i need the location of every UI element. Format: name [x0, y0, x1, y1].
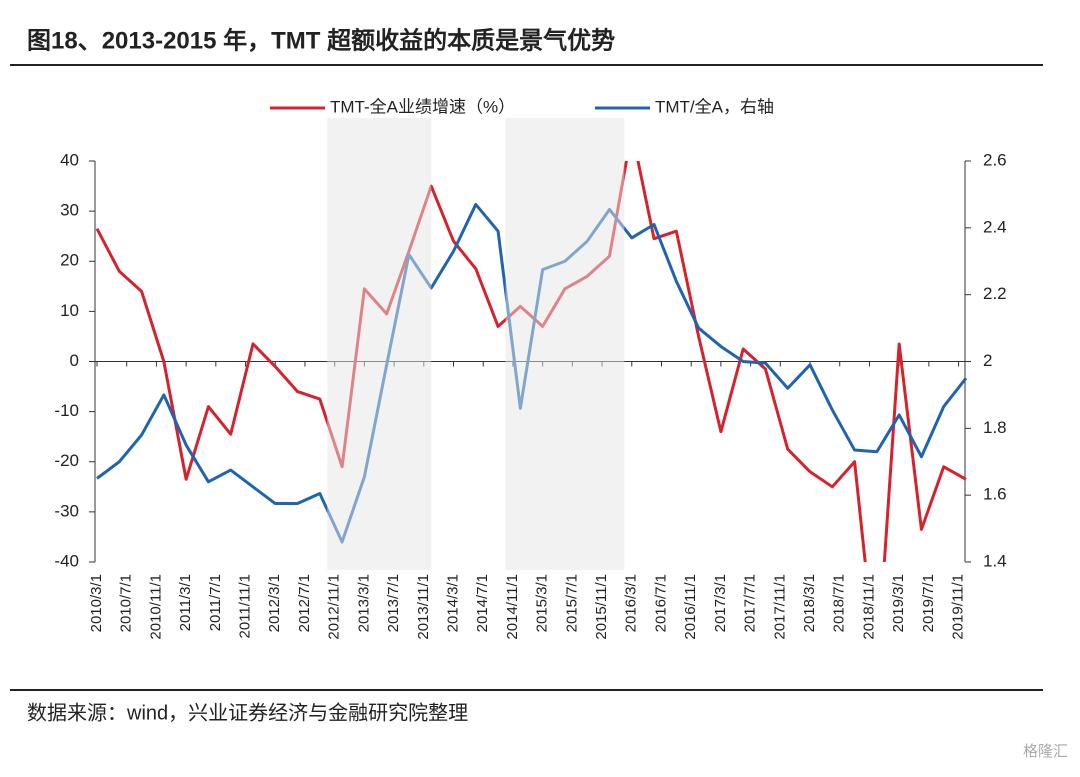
y-tick-label: 20 — [60, 251, 79, 270]
x-tick-label: 2019/3/1 — [890, 574, 907, 632]
watermark: 格隆汇 — [1023, 743, 1068, 760]
x-tick-label: 2019/7/1 — [920, 574, 937, 632]
x-tick-label: 2015/3/1 — [534, 574, 551, 632]
y2-tick-label: 1.6 — [983, 485, 1007, 504]
y2-tick-label: 2 — [983, 351, 992, 370]
x-tick-label: 2012/3/1 — [266, 574, 283, 632]
x-tick-label: 2015/11/1 — [593, 574, 610, 640]
y2-tick-label: 2.4 — [983, 217, 1007, 236]
y2-tick-label: 2.6 — [983, 150, 1007, 169]
x-tick-label: 2018/7/1 — [831, 574, 848, 632]
x-tick-label: 2017/7/1 — [742, 574, 759, 632]
x-tick-label: 2013/3/1 — [355, 574, 372, 632]
legend-label: TMT-全A业绩增速（%） — [330, 97, 515, 116]
y-tick-label: 30 — [60, 201, 79, 220]
shaded-period — [327, 118, 432, 570]
x-tick-label: 2012/11/1 — [326, 574, 343, 640]
x-tick-label: 2014/11/1 — [504, 574, 521, 640]
x-tick-label: 2017/11/1 — [771, 574, 788, 640]
x-tick-label: 2011/7/1 — [207, 574, 224, 631]
y2-tick-label: 1.4 — [983, 551, 1007, 570]
x-tick-label: 2016/3/1 — [623, 574, 640, 632]
y-tick-label: -10 — [54, 401, 79, 420]
x-tick-label: 2010/3/1 — [88, 574, 105, 632]
shaded-period — [505, 118, 625, 570]
x-tick-label: 2018/3/1 — [801, 574, 818, 632]
x-tick-label: 2016/7/1 — [652, 574, 669, 632]
y2-tick-label: 1.8 — [983, 418, 1007, 437]
legend-label: TMT/全A，右轴 — [655, 97, 774, 116]
y-tick-label: -20 — [54, 451, 79, 470]
x-tick-label: 2012/7/1 — [296, 574, 313, 632]
y2-tick-label: 2.2 — [983, 284, 1007, 303]
x-tick-label: 2010/11/1 — [147, 574, 164, 640]
x-tick-label: 2011/3/1 — [177, 574, 194, 631]
source: 数据来源：wind，兴业证券经济与金融研究院整理 — [27, 701, 468, 724]
y-tick-label: -30 — [54, 501, 79, 520]
x-tick-label: 2013/7/1 — [385, 574, 402, 632]
x-tick-label: 2010/7/1 — [118, 574, 135, 632]
y-tick-label: 40 — [60, 150, 79, 169]
x-tick-label: 2018/11/1 — [860, 574, 877, 640]
x-tick-label: 2011/11/1 — [237, 574, 254, 639]
x-tick-label: 2015/7/1 — [563, 574, 580, 632]
y-tick-label: -40 — [54, 551, 79, 570]
x-tick-label: 2016/11/1 — [682, 574, 699, 640]
chart-title: 图18、2013-2015 年，TMT 超额收益的本质是景气优势 — [27, 26, 615, 54]
x-tick-label: 2014/3/1 — [444, 574, 461, 632]
x-tick-label: 2017/3/1 — [712, 574, 729, 632]
x-tick-label: 2019/11/1 — [950, 574, 967, 640]
y-tick-label: 0 — [70, 351, 79, 370]
x-tick-label: 2014/7/1 — [474, 574, 491, 632]
x-tick-label: 2013/11/1 — [415, 574, 432, 640]
y-tick-label: 10 — [60, 301, 79, 320]
